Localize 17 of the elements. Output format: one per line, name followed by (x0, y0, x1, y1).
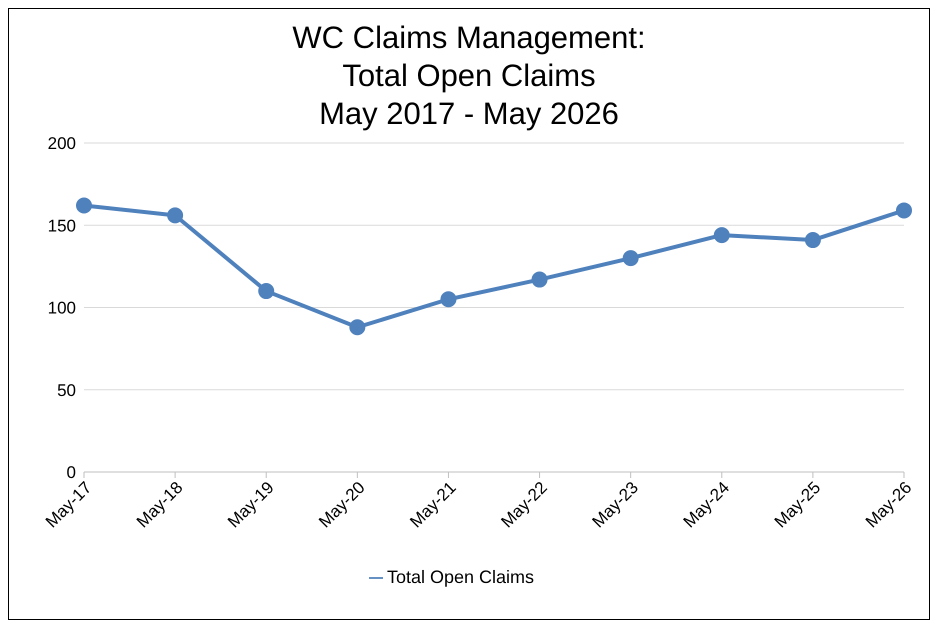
y-tick-label: 100 (48, 298, 76, 318)
legend-label: Total Open Claims (386, 567, 534, 587)
point (349, 319, 366, 336)
point (440, 291, 456, 308)
point (804, 232, 821, 248)
y-tick-label: 0 (66, 463, 76, 482)
chart-title: WC Claims Management: Total Open Claims May 2017 - May 2026 (291, 19, 647, 133)
point (622, 250, 639, 266)
point (258, 283, 274, 300)
point (76, 198, 92, 214)
y-tick-label: 200 (48, 134, 76, 154)
y-tick-label: 150 (48, 216, 76, 236)
point (714, 227, 730, 244)
point (167, 207, 184, 224)
y-tick-label: 50 (57, 380, 76, 400)
point (896, 202, 912, 218)
point (532, 272, 548, 288)
